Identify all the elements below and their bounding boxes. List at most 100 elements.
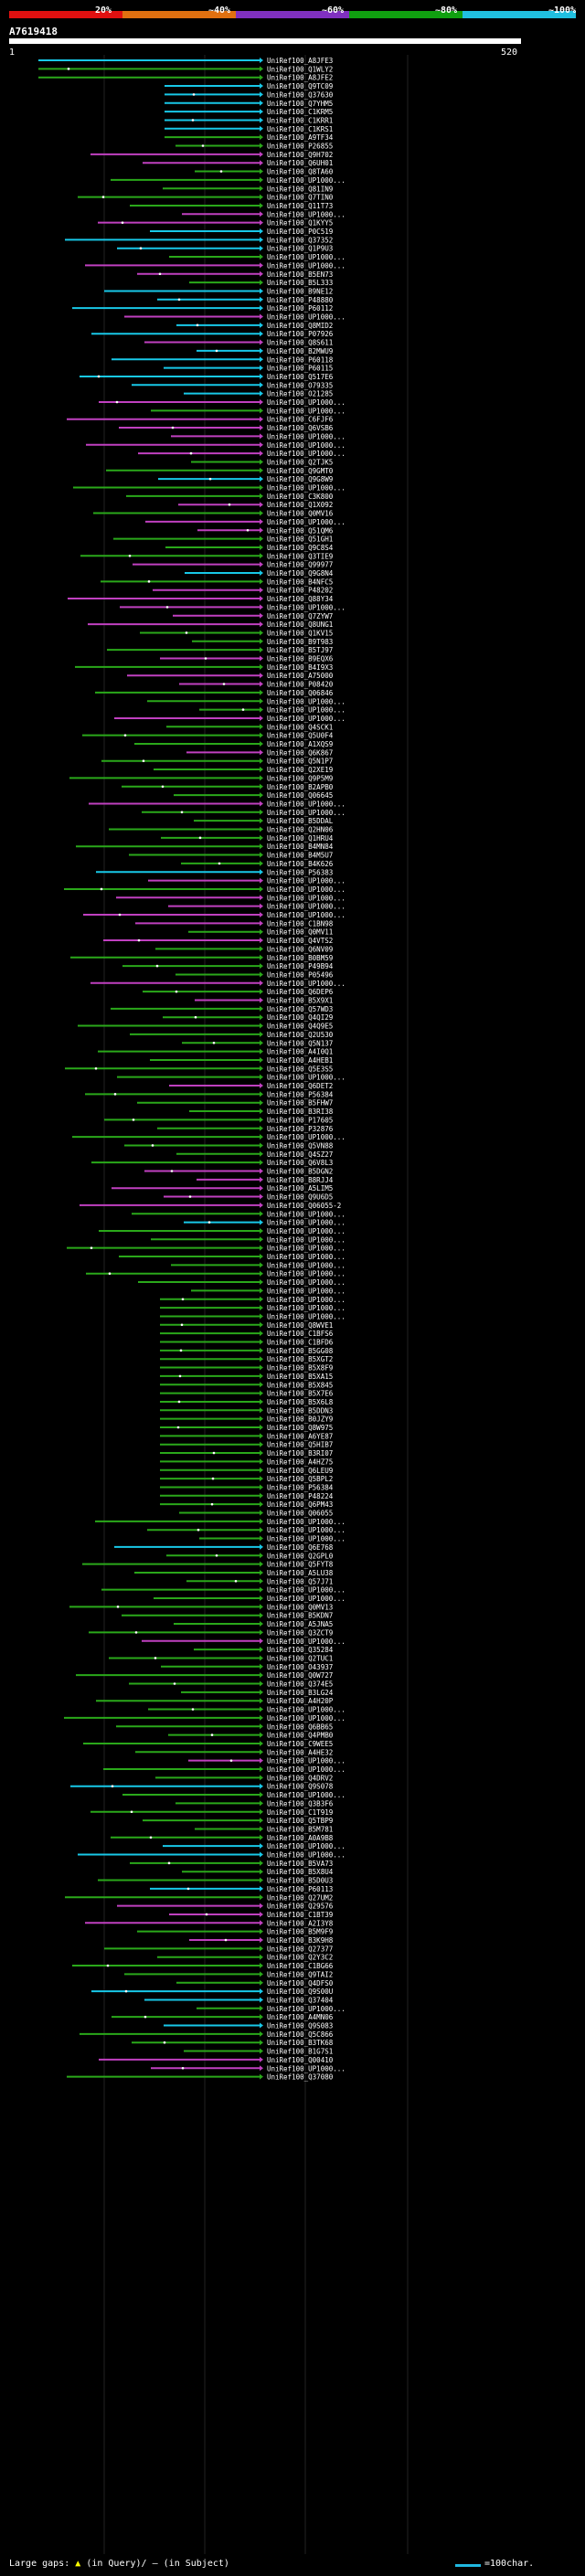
hit-label[interactable]: UniRef100_Q4DRV2 <box>267 1774 333 1782</box>
hit-label[interactable]: UniRef100_B5DDAL <box>267 817 334 825</box>
hit-label[interactable]: UniRef100_Q8WVE1 <box>267 1321 333 1330</box>
hit-label[interactable]: UniRef100_Q9S083 <box>267 2022 333 2030</box>
hit-label[interactable]: UniRef100_B4I9X3 <box>267 663 333 672</box>
hit-label[interactable]: UniRef100_Q517E6 <box>267 373 334 381</box>
hit-label[interactable]: UniRef100_UP1000... <box>267 261 346 270</box>
hit-label[interactable]: UniRef100_Q4PMB0 <box>267 1732 334 1740</box>
hit-label[interactable]: UniRef100_A1XQS9 <box>267 740 333 748</box>
hit-label[interactable]: UniRef100_UP1000... <box>267 1253 346 1261</box>
hit-label[interactable]: UniRef100_UP1000... <box>267 2005 346 2013</box>
hit-label[interactable]: UniRef100_UP1000... <box>267 1842 346 1850</box>
hit-label[interactable]: UniRef100_B5X6L8 <box>267 1398 334 1406</box>
hit-label[interactable]: UniRef100_Q2Y3C2 <box>267 1954 333 1962</box>
hit-label[interactable]: UniRef100_B5DDN3 <box>267 1406 333 1415</box>
hit-label[interactable]: UniRef100_Q5E3S5 <box>267 1065 333 1073</box>
hit-label[interactable]: UniRef100_UP1000... <box>267 210 346 218</box>
hit-label[interactable]: UniRef100_UP1000... <box>267 1235 346 1244</box>
hit-label[interactable]: UniRef100_Q06846 <box>267 689 334 697</box>
hit-label[interactable]: UniRef100_B4MN84 <box>267 843 334 851</box>
hit-label[interactable]: UniRef100_A4MN06 <box>267 2013 334 2021</box>
hit-label[interactable]: UniRef100_UP1000... <box>267 450 346 458</box>
hit-label[interactable]: UniRef100_P26855 <box>267 143 333 151</box>
hit-label[interactable]: UniRef100_C1BT39 <box>267 1911 333 1919</box>
hit-label[interactable]: UniRef100_UP1000... <box>267 1791 346 1799</box>
hit-label[interactable]: UniRef100_A0A9B8 <box>267 1834 334 1842</box>
hit-label[interactable]: UniRef100_Q2GPL0 <box>267 1552 334 1560</box>
hit-label[interactable]: UniRef100_Q0MV16 <box>267 510 334 518</box>
hit-label[interactable]: UniRef100_Q5BPL2 <box>267 1475 333 1483</box>
hit-label[interactable]: UniRef100_Q51QM6 <box>267 526 334 535</box>
hit-label[interactable]: UniRef100_Q8W975 <box>267 1424 333 1432</box>
hit-label[interactable]: UniRef100_UP1000... <box>267 1227 346 1235</box>
hit-label[interactable]: UniRef100_UP1000... <box>267 1261 346 1269</box>
hit-label[interactable]: UniRef100_B5X8F9 <box>267 1364 333 1373</box>
hit-label[interactable]: UniRef100_A4HZ75 <box>267 1458 333 1466</box>
hit-label[interactable]: UniRef100_P60115 <box>267 365 333 373</box>
hit-label[interactable]: UniRef100_UP1000... <box>267 1219 346 1227</box>
hit-label[interactable]: UniRef100_Q37352 <box>267 236 333 244</box>
hit-label[interactable]: UniRef100_B2MWU9 <box>267 347 333 355</box>
hit-label[interactable]: UniRef100_Q6VSB6 <box>267 424 334 432</box>
hit-label[interactable]: UniRef100_UP1000... <box>267 603 346 611</box>
hit-label[interactable]: UniRef100_B8RJJ4 <box>267 1176 334 1184</box>
hit-label[interactable]: UniRef100_B2APB0 <box>267 783 334 791</box>
hit-label[interactable]: UniRef100_B3RI38 <box>267 1108 334 1116</box>
hit-label[interactable]: UniRef100_Q3ZCT9 <box>267 1628 333 1637</box>
hit-label[interactable]: UniRef100_Q99977 <box>267 561 333 569</box>
hit-label[interactable]: UniRef100_Q5FYT8 <box>267 1561 334 1569</box>
hit-label[interactable]: UniRef100_Q37080 <box>267 2073 334 2082</box>
hit-label[interactable]: UniRef100_P08420 <box>267 681 334 689</box>
hit-label[interactable]: UniRef100_Q6DET2 <box>267 1082 333 1090</box>
hit-label[interactable]: UniRef100_Q2TUC1 <box>267 1654 333 1662</box>
hit-label[interactable]: UniRef100_Q51GH1 <box>267 535 333 544</box>
hit-label[interactable]: UniRef100_P56383 <box>267 868 333 876</box>
hit-label[interactable]: UniRef100_Q0MV13 <box>267 1603 333 1611</box>
hit-label[interactable]: UniRef100_Q4SZ27 <box>267 1150 333 1159</box>
hit-label[interactable]: UniRef100_UP1000... <box>267 894 346 902</box>
hit-label[interactable]: UniRef100_P48880 <box>267 296 334 304</box>
hit-label[interactable]: UniRef100_P60112 <box>267 304 333 313</box>
hit-label[interactable]: UniRef100_Q9H702 <box>267 151 333 159</box>
hit-label[interactable]: UniRef100_A5LIM5 <box>267 1184 333 1193</box>
hit-label[interactable]: UniRef100_UP1000... <box>267 1638 346 1646</box>
hit-label[interactable]: UniRef100_C3K800 <box>267 493 334 501</box>
hit-label[interactable]: UniRef100_UP1000... <box>267 1757 346 1765</box>
hit-label[interactable]: UniRef100_Q5HIB7 <box>267 1441 333 1449</box>
hit-label[interactable]: UniRef100_Q7YHM5 <box>267 100 333 108</box>
hit-label[interactable]: UniRef100_B5XA15 <box>267 1373 333 1381</box>
hit-label[interactable]: UniRef100_A5JNA5 <box>267 1620 333 1628</box>
hit-label[interactable]: UniRef100_UP1000... <box>267 1518 346 1526</box>
hit-label[interactable]: UniRef100_B9EQX6 <box>267 655 334 663</box>
hit-label[interactable]: UniRef100_UP1000... <box>267 1210 346 1218</box>
hit-label[interactable]: UniRef100_Q1X092 <box>267 501 333 509</box>
hit-label[interactable]: UniRef100_Q37404 <box>267 1996 334 2004</box>
hit-label[interactable]: UniRef100_A4H20P <box>267 1697 334 1705</box>
hit-label[interactable]: UniRef100_Q2U530 <box>267 1031 334 1039</box>
hit-label[interactable]: UniRef100_C6FJF6 <box>267 416 334 424</box>
hit-label[interactable]: UniRef100_UP1000... <box>267 809 346 817</box>
hit-label[interactable]: UniRef100_Q9U6D5 <box>267 1193 333 1202</box>
hit-label[interactable]: UniRef100_Q8S611 <box>267 339 333 347</box>
hit-label[interactable]: UniRef100_Q1HRU4 <box>267 834 334 843</box>
hit-label[interactable]: UniRef100_UP1000... <box>267 407 346 415</box>
hit-label[interactable]: UniRef100_Q06055 <box>267 1510 333 1518</box>
hit-label[interactable]: UniRef100_Q29576 <box>267 1903 334 1911</box>
hit-label[interactable]: UniRef100_B9T983 <box>267 638 333 646</box>
hit-label[interactable]: UniRef100_UP1000... <box>267 1278 346 1287</box>
hit-label[interactable]: UniRef100_A4HE32 <box>267 1748 333 1756</box>
hit-label[interactable]: UniRef100_UP1000... <box>267 911 346 919</box>
hit-label[interactable]: UniRef100_C1KRM5 <box>267 108 333 116</box>
hit-label[interactable]: UniRef100_Q374E5 <box>267 1680 333 1689</box>
hit-label[interactable]: UniRef100_Q0MV11 <box>267 928 333 937</box>
hit-label[interactable]: UniRef100_Q4VTS2 <box>267 937 333 945</box>
hit-label[interactable]: UniRef100_Q27377 <box>267 1945 333 1953</box>
hit-label[interactable]: UniRef100_P48224 <box>267 1492 334 1500</box>
hit-label[interactable]: UniRef100_Q11T73 <box>267 202 333 210</box>
hit-label[interactable]: UniRef100_A5LU38 <box>267 1569 334 1577</box>
hit-label[interactable]: UniRef100_B5GG08 <box>267 1347 334 1355</box>
hit-label[interactable]: UniRef100_UP1000... <box>267 518 346 526</box>
hit-label[interactable]: UniRef100_UP1000... <box>267 903 346 911</box>
hit-label[interactable]: UniRef100_Q5N1P7 <box>267 758 333 766</box>
hit-label[interactable]: UniRef100_B3RI07 <box>267 1449 333 1458</box>
hit-label[interactable]: UniRef100_UP1000... <box>267 1133 346 1141</box>
